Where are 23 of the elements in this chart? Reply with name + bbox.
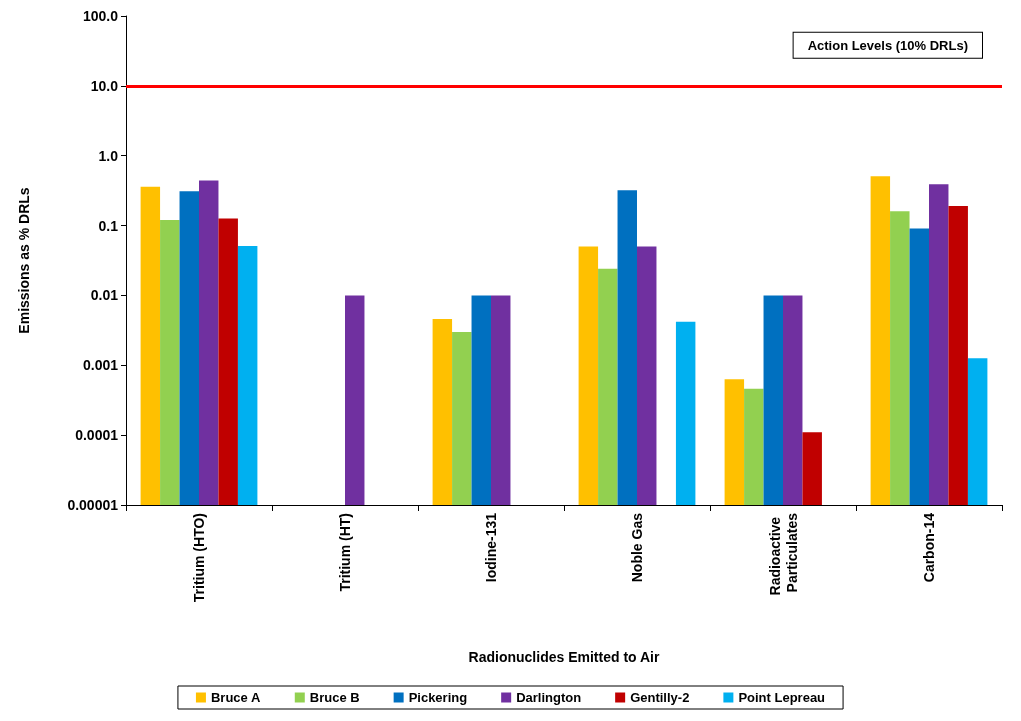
x-tick-label: Carbon-14 bbox=[921, 512, 937, 583]
legend-label: Pickering bbox=[408, 690, 468, 705]
y-tick-label: 0.00001 bbox=[67, 497, 119, 513]
x-tick-label: Tritium (HT) bbox=[337, 513, 353, 592]
y-tick-label: 0.0001 bbox=[75, 427, 119, 444]
y-tick-label: 0.001 bbox=[82, 357, 119, 374]
x-axis-title: Radionuclides Emitted to Air bbox=[468, 649, 660, 665]
legend-label: Darlington bbox=[516, 690, 582, 705]
y-tick-label: 0.1 bbox=[98, 217, 119, 234]
x-tick-label: Iodine-131 bbox=[483, 512, 499, 583]
legend-label: Gentilly-2 bbox=[630, 690, 690, 705]
legend-label: Bruce B bbox=[309, 690, 360, 705]
y-tick-label: 0.01 bbox=[90, 287, 119, 304]
legend-label: Point Lepreau bbox=[738, 690, 826, 705]
y-tick-label: 1.0 bbox=[98, 147, 119, 164]
x-tick-label: Tritium (HTO) bbox=[191, 513, 207, 603]
x-tick-label: Radioactive Particulates bbox=[766, 512, 800, 596]
y-axis-title: Emissions as % DRLs bbox=[16, 187, 32, 334]
y-tick-label: 100.0 bbox=[82, 8, 119, 24]
y-tick-label: 10.0 bbox=[90, 77, 119, 94]
ref-line-label: Action Levels (10% DRLs) bbox=[807, 37, 968, 53]
x-tick-label: Noble Gas bbox=[629, 512, 645, 583]
legend-label: Bruce A bbox=[210, 690, 261, 705]
